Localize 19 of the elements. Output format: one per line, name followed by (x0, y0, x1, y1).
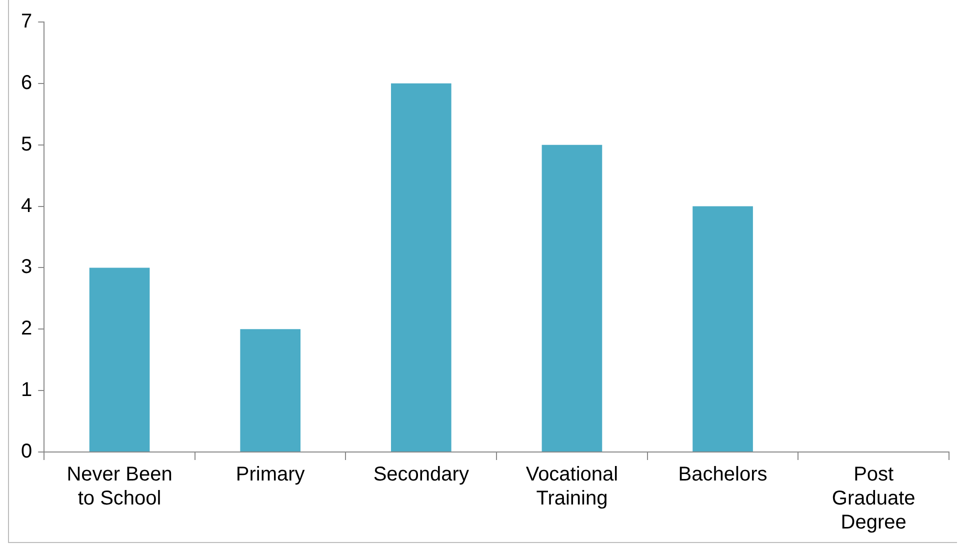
y-tick-label: 0 (21, 440, 32, 463)
x-tick-label: Never Been to School (66, 464, 172, 510)
bar (240, 329, 301, 452)
x-tick-label: Secondary (373, 464, 469, 486)
y-tick-label: 2 (21, 318, 32, 340)
y-tick-label: 6 (21, 72, 32, 94)
y-tick-label: 4 (21, 194, 32, 217)
bar (390, 83, 452, 452)
y-tick-label: 3 (21, 256, 32, 278)
x-tick-label: Vocational Training (526, 464, 618, 510)
y-tick-label: 5 (21, 133, 32, 156)
bar (89, 268, 150, 452)
bar (692, 206, 753, 452)
x-tick-label: Post Graduate Degree (832, 464, 916, 534)
y-tick-label: 7 (21, 10, 32, 33)
x-tick-label: Bachelors (678, 464, 768, 486)
x-tick-label: Primary (236, 464, 305, 486)
bar (542, 144, 602, 452)
y-tick-label: 1 (21, 379, 32, 402)
